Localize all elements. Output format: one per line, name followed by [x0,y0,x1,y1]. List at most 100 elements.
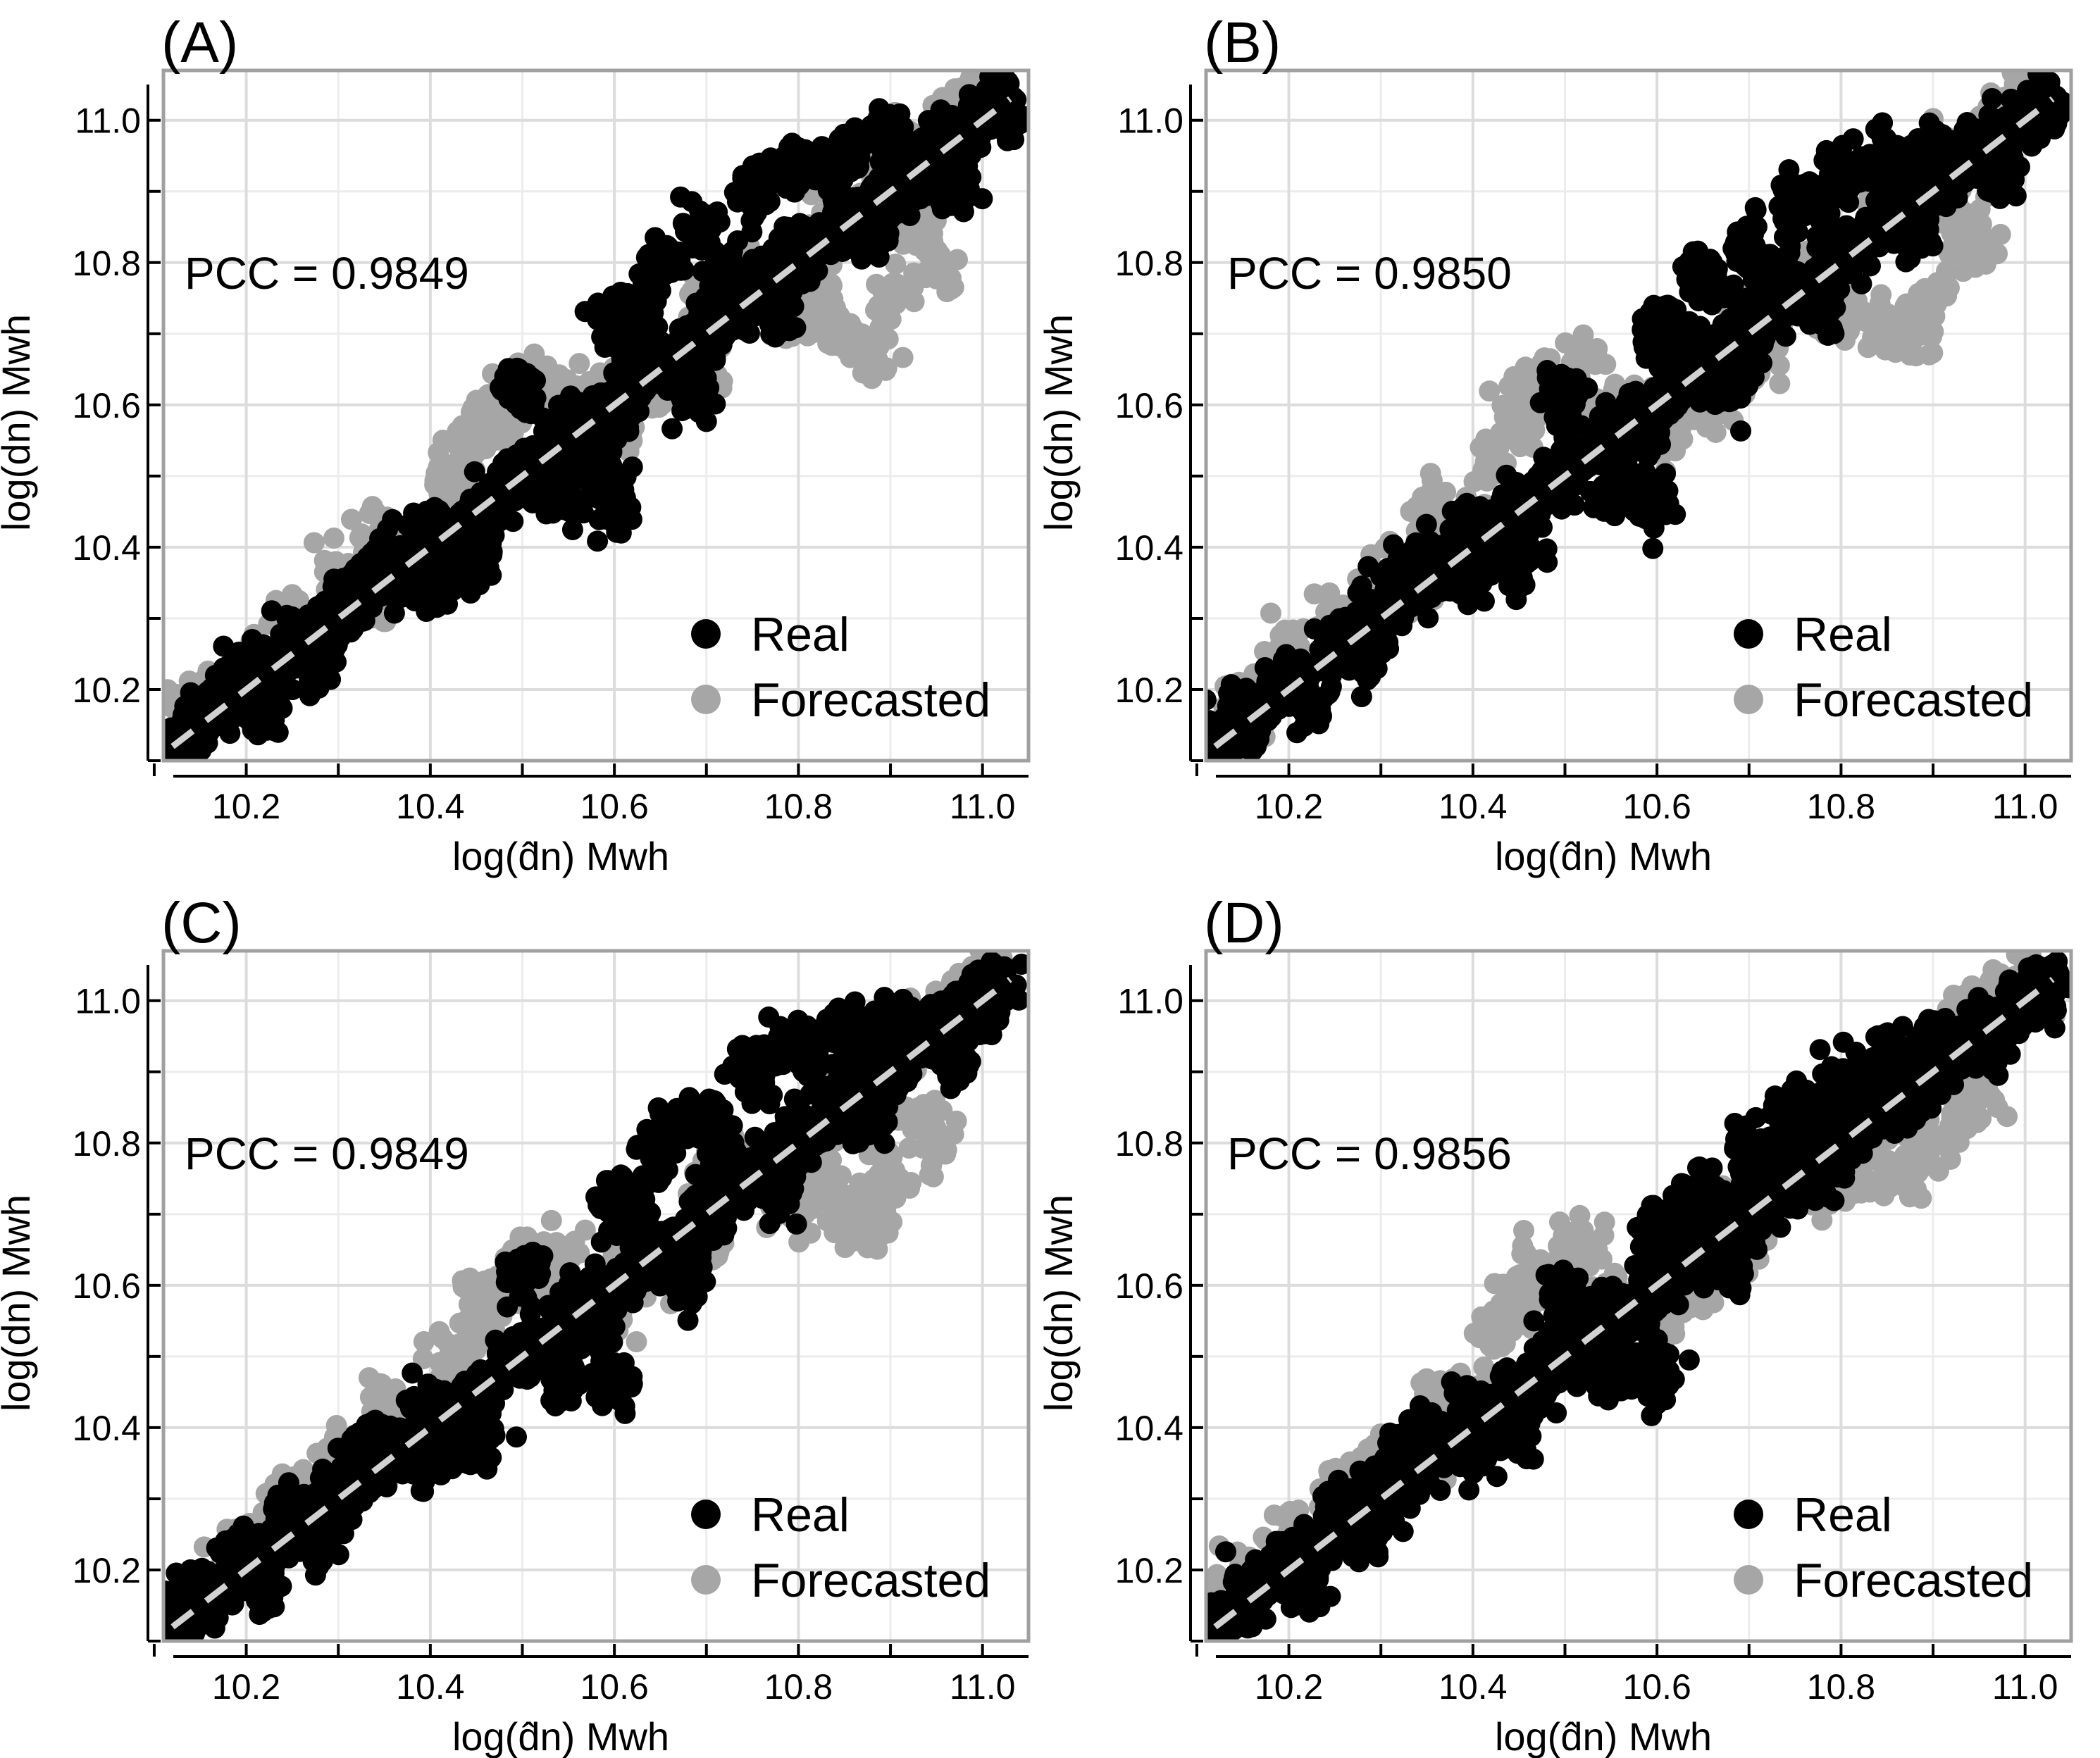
panel-a: 10.2 10.4 10.6 10.8 11.010.210.410.610.811.0… [0,11,1031,878]
forecasted-point [475,409,497,430]
panel-label: (A) [161,11,238,75]
forecasted-cloud-point [340,509,362,530]
real-cloud-point [510,398,532,420]
real-point [254,693,275,715]
real-cloud-point [759,313,781,335]
real-cloud-point [688,401,710,423]
legend-real-swatch [691,619,721,649]
legend-forecasted-label: Forecasted [751,673,990,727]
real-core-point [960,144,982,166]
forecasted-point [861,337,883,359]
real-core-point [174,695,196,717]
real-point [604,494,626,516]
forecasted-cloud-point [892,347,914,368]
x-tick-label: 10.2 [212,787,280,826]
forecasted-point [880,287,902,309]
real-point [235,664,257,686]
real-point [833,145,855,167]
legend-forecasted-swatch [691,685,721,714]
real-point [788,237,809,259]
real-point [695,223,717,245]
real-point [466,508,487,530]
plot-area [1198,70,2071,783]
real-cloud-point [1198,762,1219,783]
forecasted-cloud-point [303,532,325,554]
real-cloud-point [187,760,192,761]
forecasted-point [833,323,855,344]
real-core-point [394,579,416,601]
real-cloud-point [673,259,695,281]
forecasted-cloud-point [1894,296,1916,318]
legend: Real Forecasted [691,608,990,727]
real-point [557,423,579,444]
forecasted-point [926,251,948,273]
forecasted-cloud-point [1595,354,1617,375]
real-point [419,522,441,544]
real-cloud-point [996,124,1018,146]
real-cloud-point [595,457,617,479]
real-cloud-point [624,304,646,325]
real-core-point [487,461,509,482]
real-point [677,380,699,401]
forecasted-cloud-point [428,442,449,463]
forecasted-cloud-point [569,353,590,375]
real-core-point [682,354,704,376]
forecasted-cloud-point [1905,345,1927,367]
forecasted-point [1903,323,1925,344]
real-core-point [262,667,284,689]
forecasted-cloud-point [466,389,487,411]
forecasted-cloud-point [1935,261,1957,282]
real-point [861,223,883,245]
forecasted-point [907,223,929,245]
real-point [511,380,533,401]
reference-line [170,96,1012,749]
y-axis-title: log(dn) Mwh [0,314,38,531]
real-point [373,551,395,573]
real-core-point [938,105,960,127]
real-point [466,551,487,573]
real-cloud-point [320,668,342,690]
real-cloud-point [650,280,671,301]
forecasted-cloud-point [1303,583,1325,605]
real-cloud-point [993,70,1014,82]
real-cloud-point [807,149,828,171]
x-tick-label: 10.6 [580,787,648,826]
forecasted-cloud-point [880,308,902,330]
real-cloud-point [931,198,953,220]
real-core-point [204,676,225,698]
real-core-point [816,223,838,244]
forecasted-cloud-point [1922,320,1944,342]
real-cloud-point [833,123,855,145]
forecasted-cloud-point [1503,430,1525,451]
real-point [585,437,607,459]
pcc-label: PCC = 0.9849 [185,248,469,299]
real-point [437,536,459,558]
real-cloud-point [561,519,583,541]
x-tick-label: 10.8 [764,787,833,826]
real-cloud-point [267,721,289,743]
real-cloud-point [585,487,607,509]
forecasted-cloud-point [2001,70,2023,84]
real-core-point [229,696,251,718]
real-point [788,152,809,174]
forecasted-cloud-point [313,549,335,571]
forecasted-cloud-point [1667,430,1689,451]
real-core-point [753,261,775,282]
real-cloud-point [497,365,519,387]
real-point [769,294,791,316]
y-tick-label: 10.8 [73,244,141,283]
y-tick-label: 10.4 [73,528,141,568]
real-point [281,622,303,644]
real-core-point [891,163,913,185]
real-point [880,131,902,153]
x-axis-title: log(d̂n) Mwh [452,834,669,878]
panel-b: 10.2 10.4 10.6 10.8 11.010.210.410.610.811.0… [1036,11,2073,878]
real-point [557,487,579,509]
real-core-point [732,301,754,323]
real-cloud-point [642,302,664,324]
forecasted-cloud-point [1705,421,1727,443]
real-cloud-point [168,768,190,789]
legend-real-label: Real [751,608,850,661]
real-point [742,180,764,202]
forecasted-cloud-point [1274,619,1296,641]
